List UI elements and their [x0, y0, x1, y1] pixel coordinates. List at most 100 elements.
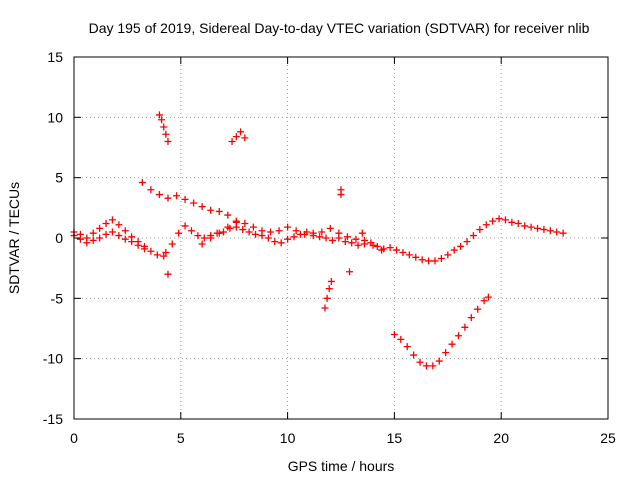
data-point — [390, 331, 398, 339]
data-point — [501, 216, 509, 224]
data-point — [480, 297, 488, 305]
data-point — [140, 245, 148, 253]
data-point — [76, 235, 84, 243]
data-point — [450, 246, 458, 254]
data-point — [153, 251, 161, 259]
data-point — [215, 207, 223, 215]
data-point — [489, 217, 497, 225]
series-band-upper — [198, 218, 386, 254]
data-point — [301, 230, 309, 238]
data-point — [207, 206, 215, 214]
data-point — [461, 323, 469, 331]
data-point — [354, 241, 362, 249]
series-band-main-b — [70, 228, 148, 253]
data-point — [239, 226, 247, 234]
data-point — [249, 223, 257, 231]
data-point — [435, 357, 443, 365]
data-point — [102, 220, 110, 228]
data-point — [128, 238, 136, 246]
data-point — [328, 236, 336, 244]
data-point — [553, 228, 561, 236]
data-point — [284, 223, 292, 231]
data-point — [187, 227, 195, 235]
data-point — [352, 235, 360, 243]
data-point — [425, 257, 433, 265]
data-point — [369, 241, 377, 249]
data-point — [335, 229, 343, 237]
data-point — [321, 304, 329, 312]
data-point — [138, 178, 146, 186]
data-point — [508, 218, 516, 226]
data-point — [514, 220, 522, 228]
data-point — [115, 232, 123, 240]
data-point — [164, 270, 172, 278]
data-point — [155, 111, 163, 119]
data-point — [264, 234, 272, 242]
series-segment-7.5h — [228, 128, 249, 145]
data-point — [115, 221, 123, 229]
data-point — [346, 268, 354, 276]
data-point — [162, 130, 170, 138]
data-point — [454, 332, 462, 340]
data-point — [457, 242, 465, 250]
data-point — [241, 220, 249, 228]
data-point — [444, 251, 452, 259]
data-point — [422, 362, 430, 370]
y-axis-ticks: -15 -10 -5 0 5 10 15 — [43, 49, 608, 427]
data-point — [416, 358, 424, 366]
data-point — [316, 233, 324, 241]
series-segment-12h — [321, 277, 335, 312]
data-point — [181, 195, 189, 203]
data-point — [337, 191, 345, 199]
data-point — [348, 239, 356, 247]
data-point — [162, 248, 170, 256]
data-point — [224, 211, 232, 219]
data-point — [527, 223, 535, 231]
data-point — [164, 137, 172, 145]
series-segment-4h — [155, 111, 172, 145]
data-point — [96, 224, 104, 232]
data-point — [96, 234, 104, 242]
data-point — [198, 203, 206, 211]
data-point — [108, 216, 116, 224]
data-point — [386, 244, 394, 252]
data-point — [360, 236, 368, 244]
data-point — [158, 116, 166, 124]
data-point — [200, 234, 208, 242]
data-point — [442, 349, 450, 357]
data-point — [467, 314, 475, 322]
data-point — [482, 221, 490, 229]
data-point — [463, 238, 471, 246]
data-points — [70, 111, 567, 370]
data-point — [252, 230, 260, 238]
data-point — [175, 229, 183, 237]
data-point — [284, 235, 292, 243]
data-point — [89, 236, 97, 244]
y-tick-label: -10 — [43, 351, 63, 367]
y-tick-label: -5 — [51, 290, 64, 306]
series-v-curve — [390, 293, 492, 370]
data-point — [275, 227, 283, 235]
data-point — [83, 239, 91, 247]
series-outliers — [164, 186, 366, 278]
data-point — [190, 199, 198, 207]
data-point — [292, 227, 300, 235]
data-point — [194, 232, 202, 240]
x-tick-label: 10 — [280, 430, 296, 446]
data-point — [327, 277, 335, 285]
data-point — [378, 246, 386, 254]
series-band-main-a — [70, 216, 168, 260]
data-point — [121, 227, 129, 235]
data-point — [155, 191, 163, 199]
data-point — [267, 228, 275, 236]
data-point — [437, 255, 445, 263]
data-point — [469, 232, 477, 240]
data-point — [241, 134, 249, 142]
data-point — [534, 224, 542, 232]
data-point — [89, 229, 97, 237]
data-point — [476, 226, 484, 234]
data-point — [290, 233, 298, 241]
data-point — [232, 133, 240, 141]
data-point — [245, 228, 253, 236]
data-point — [495, 215, 503, 223]
